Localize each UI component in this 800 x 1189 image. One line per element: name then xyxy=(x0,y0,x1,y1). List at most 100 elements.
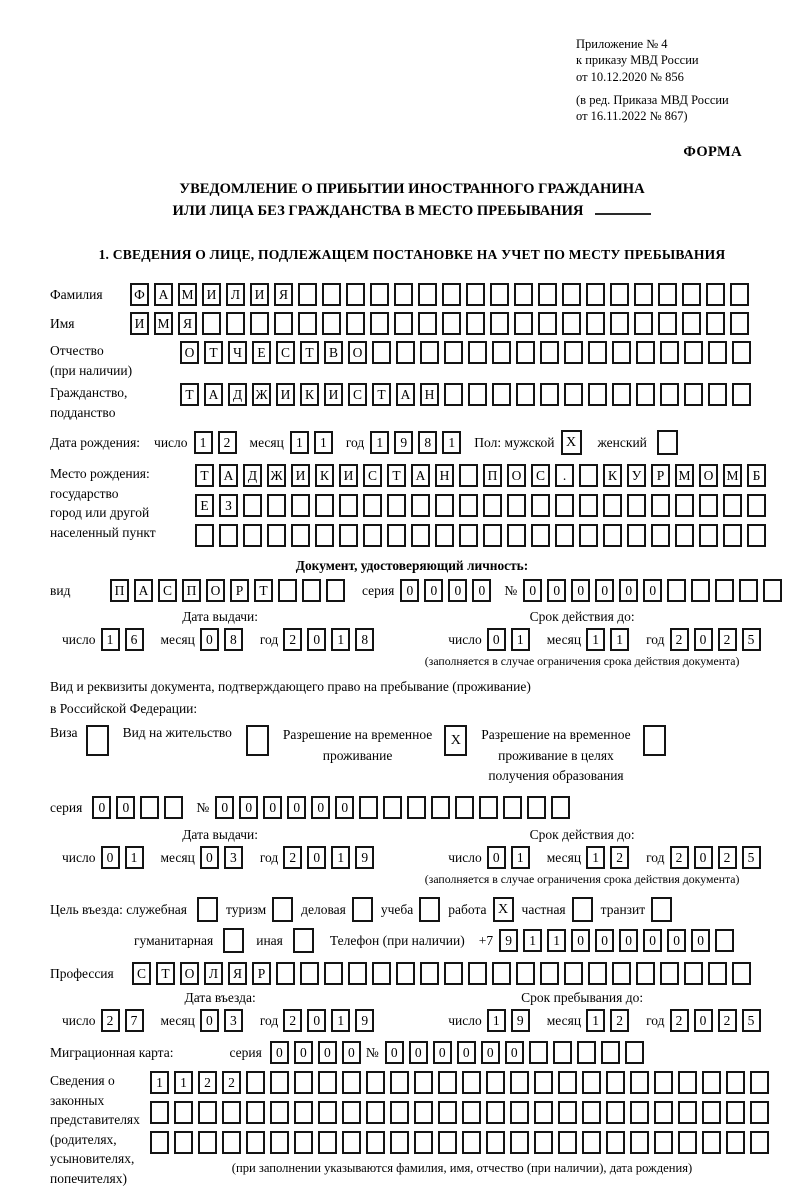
char-box[interactable] xyxy=(276,962,295,986)
char-box[interactable] xyxy=(624,1041,644,1065)
char-box[interactable] xyxy=(654,1131,673,1155)
char-box[interactable] xyxy=(562,283,581,307)
char-box[interactable]: Т xyxy=(195,464,214,488)
char-box[interactable]: 2 xyxy=(717,628,737,652)
char-box[interactable]: 1 xyxy=(100,628,120,652)
purpose-other-checkbox[interactable] xyxy=(292,928,314,954)
char-box[interactable]: Б xyxy=(747,464,766,488)
char-box[interactable] xyxy=(675,494,694,518)
char-box[interactable] xyxy=(562,312,581,336)
char-box[interactable]: 0 xyxy=(317,1041,337,1065)
char-box[interactable] xyxy=(300,962,319,986)
char-box[interactable] xyxy=(555,524,574,548)
char-box[interactable]: 0 xyxy=(472,579,492,603)
char-box[interactable] xyxy=(294,1071,313,1095)
char-box[interactable] xyxy=(636,962,655,986)
char-box[interactable]: 1 xyxy=(150,1071,169,1095)
char-box[interactable] xyxy=(708,962,727,986)
char-box[interactable] xyxy=(270,1131,289,1155)
char-box[interactable]: 2 xyxy=(283,846,303,870)
char-box[interactable] xyxy=(540,962,559,986)
char-box[interactable] xyxy=(326,579,345,603)
char-box[interactable] xyxy=(612,962,631,986)
char-box[interactable]: 0 xyxy=(595,579,615,603)
temp-res-permit-edu-checkbox[interactable] xyxy=(642,725,666,757)
char-box[interactable]: 0 xyxy=(504,1041,524,1065)
char-box[interactable] xyxy=(318,1101,337,1125)
char-box[interactable]: Н xyxy=(435,464,454,488)
char-box[interactable]: 0 xyxy=(199,846,219,870)
char-box[interactable] xyxy=(267,524,286,548)
char-box[interactable] xyxy=(531,494,550,518)
char-box[interactable]: 0 xyxy=(335,796,355,820)
char-box[interactable] xyxy=(708,341,727,365)
char-box[interactable] xyxy=(198,1101,217,1125)
char-box[interactable] xyxy=(750,1071,769,1095)
char-box[interactable]: 1 xyxy=(442,431,462,455)
char-box[interactable] xyxy=(586,312,605,336)
char-box[interactable]: 2 xyxy=(669,846,689,870)
purpose-humanitarian-checkbox[interactable] xyxy=(223,928,245,954)
char-box[interactable] xyxy=(418,283,437,307)
char-box[interactable]: 2 xyxy=(610,846,630,870)
char-box[interactable] xyxy=(372,962,391,986)
char-box[interactable] xyxy=(503,796,523,820)
char-box[interactable]: 0 xyxy=(486,628,506,652)
purpose-service-checkbox[interactable] xyxy=(197,897,218,923)
char-box[interactable] xyxy=(346,312,365,336)
char-box[interactable] xyxy=(164,796,184,820)
char-box[interactable]: И xyxy=(250,283,269,307)
char-box[interactable] xyxy=(651,524,670,548)
char-box[interactable] xyxy=(678,1101,697,1125)
char-box[interactable]: 0 xyxy=(619,929,639,953)
char-box[interactable] xyxy=(516,383,535,407)
char-box[interactable]: 8 xyxy=(223,628,243,652)
visa-checkbox[interactable] xyxy=(85,725,109,757)
char-box[interactable]: Д xyxy=(228,383,247,407)
char-box[interactable] xyxy=(390,1101,409,1125)
representatives-input-row2[interactable] xyxy=(150,1101,774,1125)
char-box[interactable]: Д xyxy=(243,464,262,488)
char-box[interactable]: 0 xyxy=(667,929,687,953)
char-box[interactable]: М xyxy=(178,283,197,307)
char-box[interactable]: М xyxy=(154,312,173,336)
char-box[interactable] xyxy=(600,1041,620,1065)
char-box[interactable]: К xyxy=(603,464,622,488)
char-box[interactable] xyxy=(359,796,379,820)
char-box[interactable]: Р xyxy=(651,464,670,488)
char-box[interactable] xyxy=(576,1041,596,1065)
char-box[interactable] xyxy=(294,1101,313,1125)
char-box[interactable]: Т xyxy=(254,579,273,603)
char-box[interactable] xyxy=(222,1131,241,1155)
char-box[interactable] xyxy=(466,283,485,307)
char-box[interactable]: И xyxy=(130,312,149,336)
char-box[interactable] xyxy=(468,962,487,986)
char-box[interactable] xyxy=(372,341,391,365)
char-box[interactable]: 8 xyxy=(418,431,438,455)
char-box[interactable]: И xyxy=(324,383,343,407)
char-box[interactable]: О xyxy=(348,341,367,365)
char-box[interactable]: 0 xyxy=(693,628,713,652)
char-box[interactable] xyxy=(466,312,485,336)
char-box[interactable]: 1 xyxy=(486,1009,506,1033)
char-box[interactable] xyxy=(387,524,406,548)
char-box[interactable] xyxy=(420,341,439,365)
char-box[interactable]: О xyxy=(507,464,526,488)
char-box[interactable] xyxy=(479,796,499,820)
char-box[interactable] xyxy=(315,524,334,548)
char-box[interactable]: М xyxy=(723,464,742,488)
char-box[interactable] xyxy=(612,341,631,365)
char-box[interactable]: 1 xyxy=(586,1009,606,1033)
char-box[interactable] xyxy=(660,962,679,986)
char-box[interactable] xyxy=(732,341,751,365)
char-box[interactable]: О xyxy=(180,341,199,365)
char-box[interactable] xyxy=(726,1131,745,1155)
char-box[interactable] xyxy=(174,1131,193,1155)
